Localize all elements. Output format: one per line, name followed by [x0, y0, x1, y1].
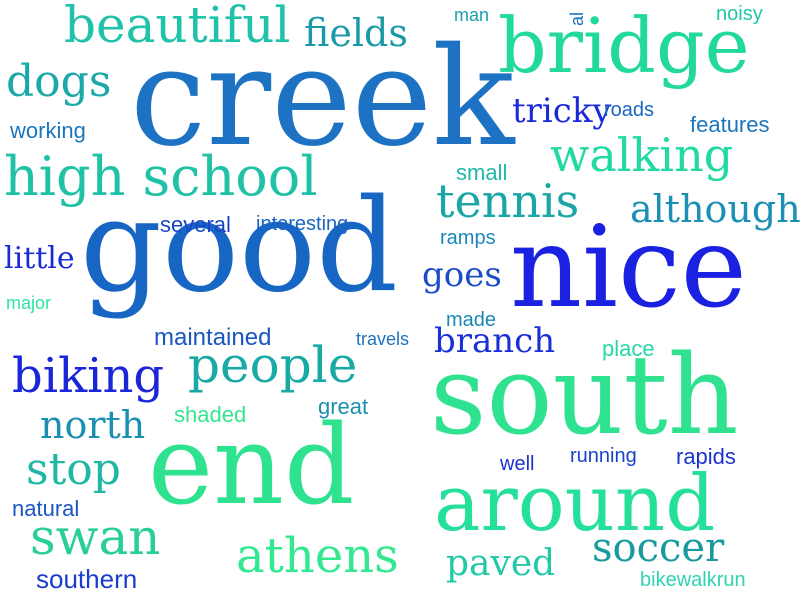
word-bridge: bridge [498, 1, 750, 90]
word-creek: creek [130, 19, 515, 177]
word-around: around [434, 459, 716, 549]
word-fields: fields [304, 11, 408, 55]
word-maintained: maintained [154, 324, 272, 351]
word-bikewalkrun: bikewalkrun [640, 569, 746, 591]
word-high-school: high school [4, 145, 318, 208]
word-rapids: rapids [676, 444, 736, 469]
word-well: well [500, 453, 535, 475]
word-biking: biking [12, 348, 165, 404]
word-several: several [160, 212, 231, 237]
word-man: man [454, 5, 490, 25]
word-tennis: tennis [436, 174, 580, 228]
word-ramps: ramps [440, 227, 496, 249]
word-athens: athens [236, 528, 399, 584]
word-noisy: noisy [716, 3, 763, 25]
word-north: north [40, 403, 146, 447]
word-southern: southern [36, 564, 138, 594]
word-good: good [80, 172, 398, 321]
word-shaded: shaded [174, 402, 247, 427]
word-goes: goes [422, 255, 502, 295]
word-paved: paved [446, 543, 556, 584]
word-tricky: tricky [512, 91, 612, 131]
word-beautiful: beautiful [64, 0, 291, 54]
word-dogs: dogs [6, 56, 112, 107]
word-small: small [456, 160, 508, 185]
word-place: place [602, 336, 655, 361]
word-working: working [10, 118, 86, 143]
word-branch: branch [434, 321, 556, 361]
word-natural: natural [12, 496, 80, 521]
word-end: end [148, 401, 355, 529]
word-travels: travels [356, 329, 410, 349]
word-although: although [630, 187, 800, 231]
word-interesting: interesting [256, 213, 349, 235]
word-walking: walking [550, 128, 734, 182]
word-running: running [570, 445, 637, 467]
word-major: major [6, 293, 52, 313]
word-made: made [446, 309, 497, 331]
word-little: little [4, 241, 75, 276]
word-roads: roads [604, 99, 655, 121]
word-al: al [567, 12, 587, 27]
word-nice: nice [510, 203, 747, 333]
word-south: south [430, 331, 739, 459]
word-features: features [690, 112, 770, 137]
word-swan: swan [30, 508, 161, 566]
word-people: people [188, 336, 358, 394]
word-soccer: soccer [592, 525, 725, 571]
word-great: great [318, 394, 369, 419]
word-stop: stop [26, 444, 121, 495]
